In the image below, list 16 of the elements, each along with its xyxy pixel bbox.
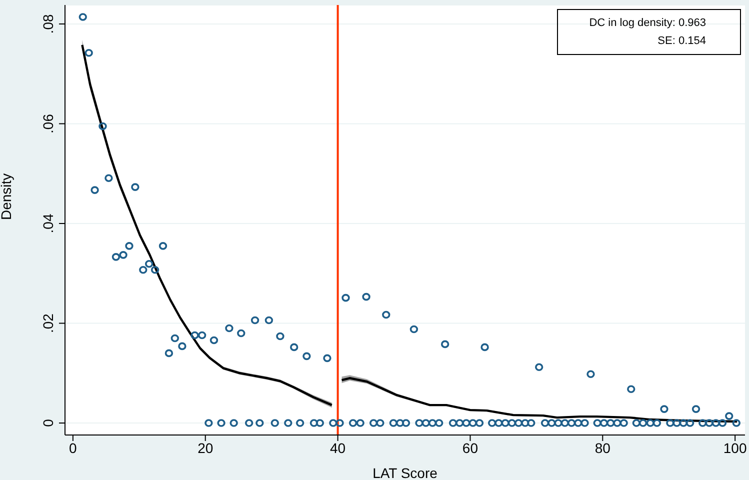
- y-tick-label: 0: [40, 418, 56, 427]
- y-tick-label: .06: [40, 114, 56, 134]
- x-tick-label: 0: [69, 440, 78, 456]
- x-tick-label: 20: [198, 440, 214, 456]
- y-axis-title: Density: [0, 173, 14, 220]
- y-tick-label: .02: [40, 313, 56, 333]
- x-tick-label: 80: [594, 440, 611, 456]
- x-tick-label: 60: [462, 440, 478, 456]
- x-tick-label: 100: [723, 440, 747, 456]
- x-axis-title: LAT Score: [372, 465, 438, 480]
- annotation: SE: 0.154: [656, 34, 707, 49]
- y-tick-label: .08: [40, 14, 56, 34]
- text-box: DC in log density: 0.963 SE: 0.154: [557, 9, 741, 55]
- y-tick-label: .04: [40, 214, 56, 234]
- x-tick-label: 40: [330, 440, 346, 456]
- annotation: DC in log density: 0.963: [588, 16, 707, 31]
